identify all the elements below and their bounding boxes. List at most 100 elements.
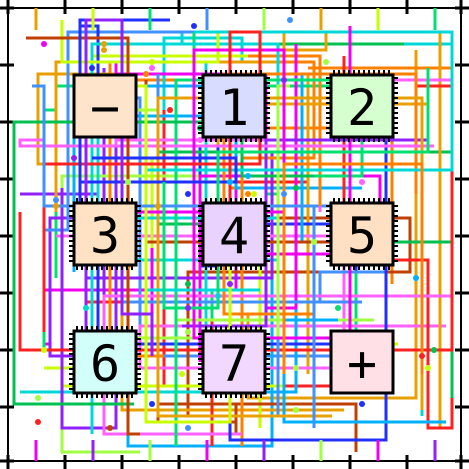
chip-tile-one: 1 <box>198 70 270 142</box>
chip-pin <box>394 97 398 99</box>
chip-pin <box>394 122 398 124</box>
chip-pin <box>230 326 232 330</box>
chip-pin <box>266 210 270 212</box>
chip-pin <box>198 77 202 79</box>
wire-junction <box>359 401 365 407</box>
wire-junction <box>293 365 299 371</box>
chip-pin <box>326 230 330 232</box>
chip-pin <box>326 245 330 247</box>
chip-pin <box>69 348 73 350</box>
chip-pin <box>326 102 330 104</box>
chip-symbol: + <box>347 335 377 393</box>
chip-pin <box>266 107 270 109</box>
chip-pin <box>205 394 207 398</box>
chip-pin <box>198 225 202 227</box>
chip-pin <box>326 225 330 227</box>
chip-pin <box>210 266 212 270</box>
chip-pin <box>266 117 270 119</box>
chip-pin <box>326 215 330 217</box>
chip-pin <box>378 198 380 202</box>
chip-pin <box>368 138 370 142</box>
chip-pin <box>69 343 73 345</box>
wire-junction <box>149 59 155 65</box>
chip-pin <box>230 394 232 398</box>
chip-pin <box>326 220 330 222</box>
chip-pin <box>255 138 257 142</box>
chip-pin <box>198 363 202 365</box>
chip-pin <box>137 240 141 242</box>
wire <box>18 84 454 352</box>
chip-pin <box>394 205 398 207</box>
chip-pin <box>373 266 375 270</box>
chip-pin <box>137 210 141 212</box>
chip-pin <box>86 326 88 330</box>
chip-pin <box>394 102 398 104</box>
chip-pin <box>373 138 375 142</box>
wire-junction <box>179 371 185 377</box>
chip-pin <box>266 388 270 390</box>
chip-pin <box>266 358 270 360</box>
chip-pin <box>198 230 202 232</box>
chip-pin <box>198 102 202 104</box>
chip-pin <box>394 92 398 94</box>
chip-pin <box>394 250 398 252</box>
chip-tile-plus: + <box>329 329 395 395</box>
chip-pin <box>245 198 247 202</box>
chip-pin <box>205 138 207 142</box>
chip-pin <box>137 343 141 345</box>
chip-pin <box>81 198 83 202</box>
chip-pin <box>394 255 398 257</box>
chip-pin <box>69 230 73 232</box>
chip-pin <box>250 138 252 142</box>
wire-junction <box>293 185 299 191</box>
chip-pin <box>326 255 330 257</box>
chip-pin <box>76 198 78 202</box>
chip-pin <box>394 87 398 89</box>
chip-symbol: 1 <box>219 79 249 137</box>
chip-pin <box>126 326 128 330</box>
wire-junction <box>431 347 437 353</box>
chip-pin <box>368 266 370 270</box>
chip-pin <box>198 215 202 217</box>
chip-pin <box>198 260 202 262</box>
wire-junction <box>323 59 329 65</box>
chip-pin <box>86 394 88 398</box>
wire-junction <box>101 41 107 47</box>
chip-pin <box>198 210 202 212</box>
chip-pin <box>394 127 398 129</box>
chip-pin <box>69 245 73 247</box>
wire <box>144 30 454 292</box>
wire-junction <box>191 23 197 29</box>
wire-junction <box>215 293 221 299</box>
chip-tile-six: 6 <box>69 326 141 398</box>
chip-pin <box>373 198 375 202</box>
chip-pin <box>266 205 270 207</box>
chip-pin <box>69 388 73 390</box>
wire-junction <box>245 191 251 197</box>
chip-pin <box>326 77 330 79</box>
chip-pin <box>137 250 141 252</box>
chip-pin <box>338 70 340 74</box>
chip-pin <box>266 245 270 247</box>
chip-pin <box>69 250 73 252</box>
chip-pin <box>86 266 88 270</box>
chip-pin <box>266 240 270 242</box>
chip-pin <box>326 112 330 114</box>
chip-pin <box>137 338 141 340</box>
chip-pin <box>343 70 345 74</box>
chip-pin <box>215 326 217 330</box>
chip-pin <box>121 198 123 202</box>
chip-pin <box>266 220 270 222</box>
chip-pin <box>266 225 270 227</box>
chip-pin <box>394 215 398 217</box>
chip-pin <box>198 205 202 207</box>
chip-pin <box>198 132 202 134</box>
chip-pin <box>69 353 73 355</box>
chip-pin <box>69 235 73 237</box>
chip-pin <box>69 210 73 212</box>
chip-pin <box>235 326 237 330</box>
chip-pin <box>333 266 335 270</box>
wire-junction <box>35 395 41 401</box>
wire-junction <box>359 179 365 185</box>
